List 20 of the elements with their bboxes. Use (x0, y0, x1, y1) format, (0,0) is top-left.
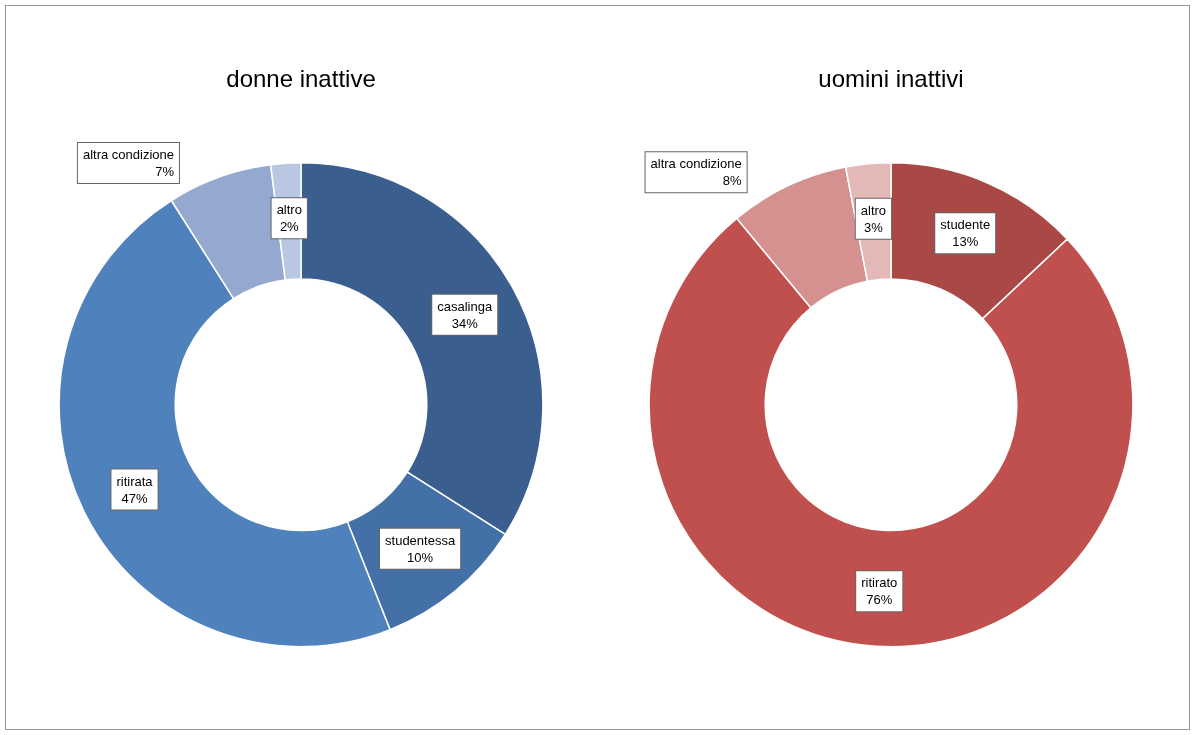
data-label: 3% (864, 219, 884, 235)
chart-title: uomini inattivi (818, 64, 964, 92)
slice-label: ritirato (861, 575, 898, 591)
slice-label: altra condizione (650, 156, 742, 172)
slice-label: studentessa (385, 532, 456, 548)
slice-label: altro (276, 202, 302, 218)
slice-label: casalinga (437, 298, 493, 314)
data-label: 76% (866, 592, 893, 608)
data-label: 2% (279, 219, 300, 235)
chart-title: donne inattive (226, 64, 376, 92)
slice-label: altra condizione (82, 147, 174, 163)
data-label: 8% (722, 173, 743, 189)
slice-label: altro (860, 202, 887, 218)
data-label: 7% (155, 164, 175, 180)
data-label: 10% (407, 549, 434, 565)
slice-label: studente (940, 217, 991, 233)
data-label: 13% (952, 234, 979, 250)
data-label: 34% (451, 315, 479, 331)
slice-label: ritirata (116, 473, 154, 489)
data-label: 47% (121, 490, 148, 506)
